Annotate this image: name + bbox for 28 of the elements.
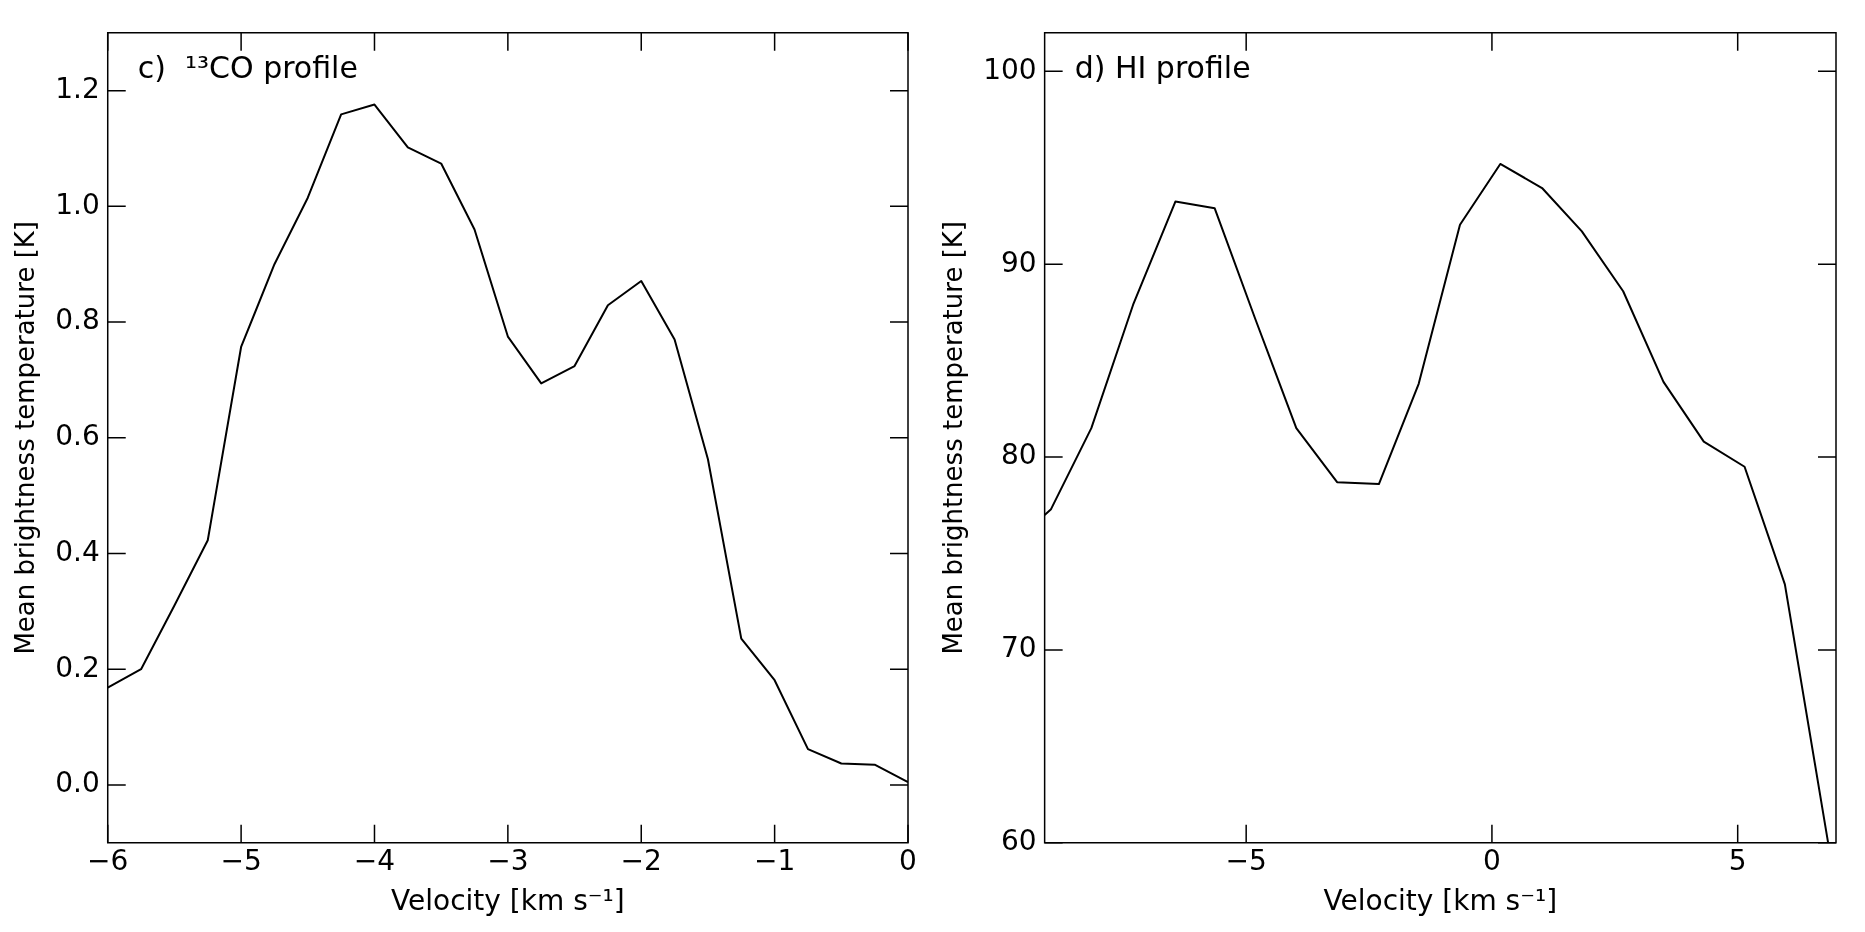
x-tick-label: −1 — [753, 843, 796, 877]
x-tick-label: 5 — [1728, 843, 1747, 877]
y-tick-label: 1.2 — [55, 71, 100, 105]
y-tick-label: 80 — [1001, 438, 1037, 472]
x-tick-label: 0 — [1483, 843, 1501, 877]
y-tick-label: 90 — [1001, 245, 1037, 279]
y-tick-label: 100 — [983, 52, 1037, 86]
y-tick-label: 0.4 — [55, 534, 100, 568]
x-axis-title: Velocity [km s⁻¹] — [391, 884, 625, 918]
x-tick-label: −4 — [353, 843, 396, 877]
y-tick-label: 0.0 — [55, 766, 100, 800]
x-axis-title: Velocity [km s⁻¹] — [1323, 884, 1558, 918]
y-tick-label: 0.8 — [55, 303, 100, 337]
y-tick-label: 0.2 — [55, 650, 100, 684]
y-tick-label: 70 — [1001, 631, 1037, 665]
y-tick-label: 1.0 — [55, 187, 100, 221]
x-tick-label: −6 — [87, 843, 129, 877]
x-tick-label: 0 — [899, 843, 917, 877]
x-tick-label: −5 — [220, 843, 262, 877]
x-tick-label: −3 — [487, 843, 529, 877]
annotation: d) HI profile — [1074, 49, 1251, 85]
y-tick-label: 60 — [1001, 824, 1037, 858]
y-tick-label: 0.6 — [55, 419, 100, 453]
x-tick-label: −5 — [1225, 843, 1267, 877]
y-axis-title: Mean brightness temperature [K] — [10, 221, 41, 655]
annotation: c) ¹³CO profile — [137, 49, 358, 85]
y-axis-title: Mean brightness temperature [K] — [938, 221, 969, 655]
x-tick-label: −2 — [620, 843, 662, 877]
